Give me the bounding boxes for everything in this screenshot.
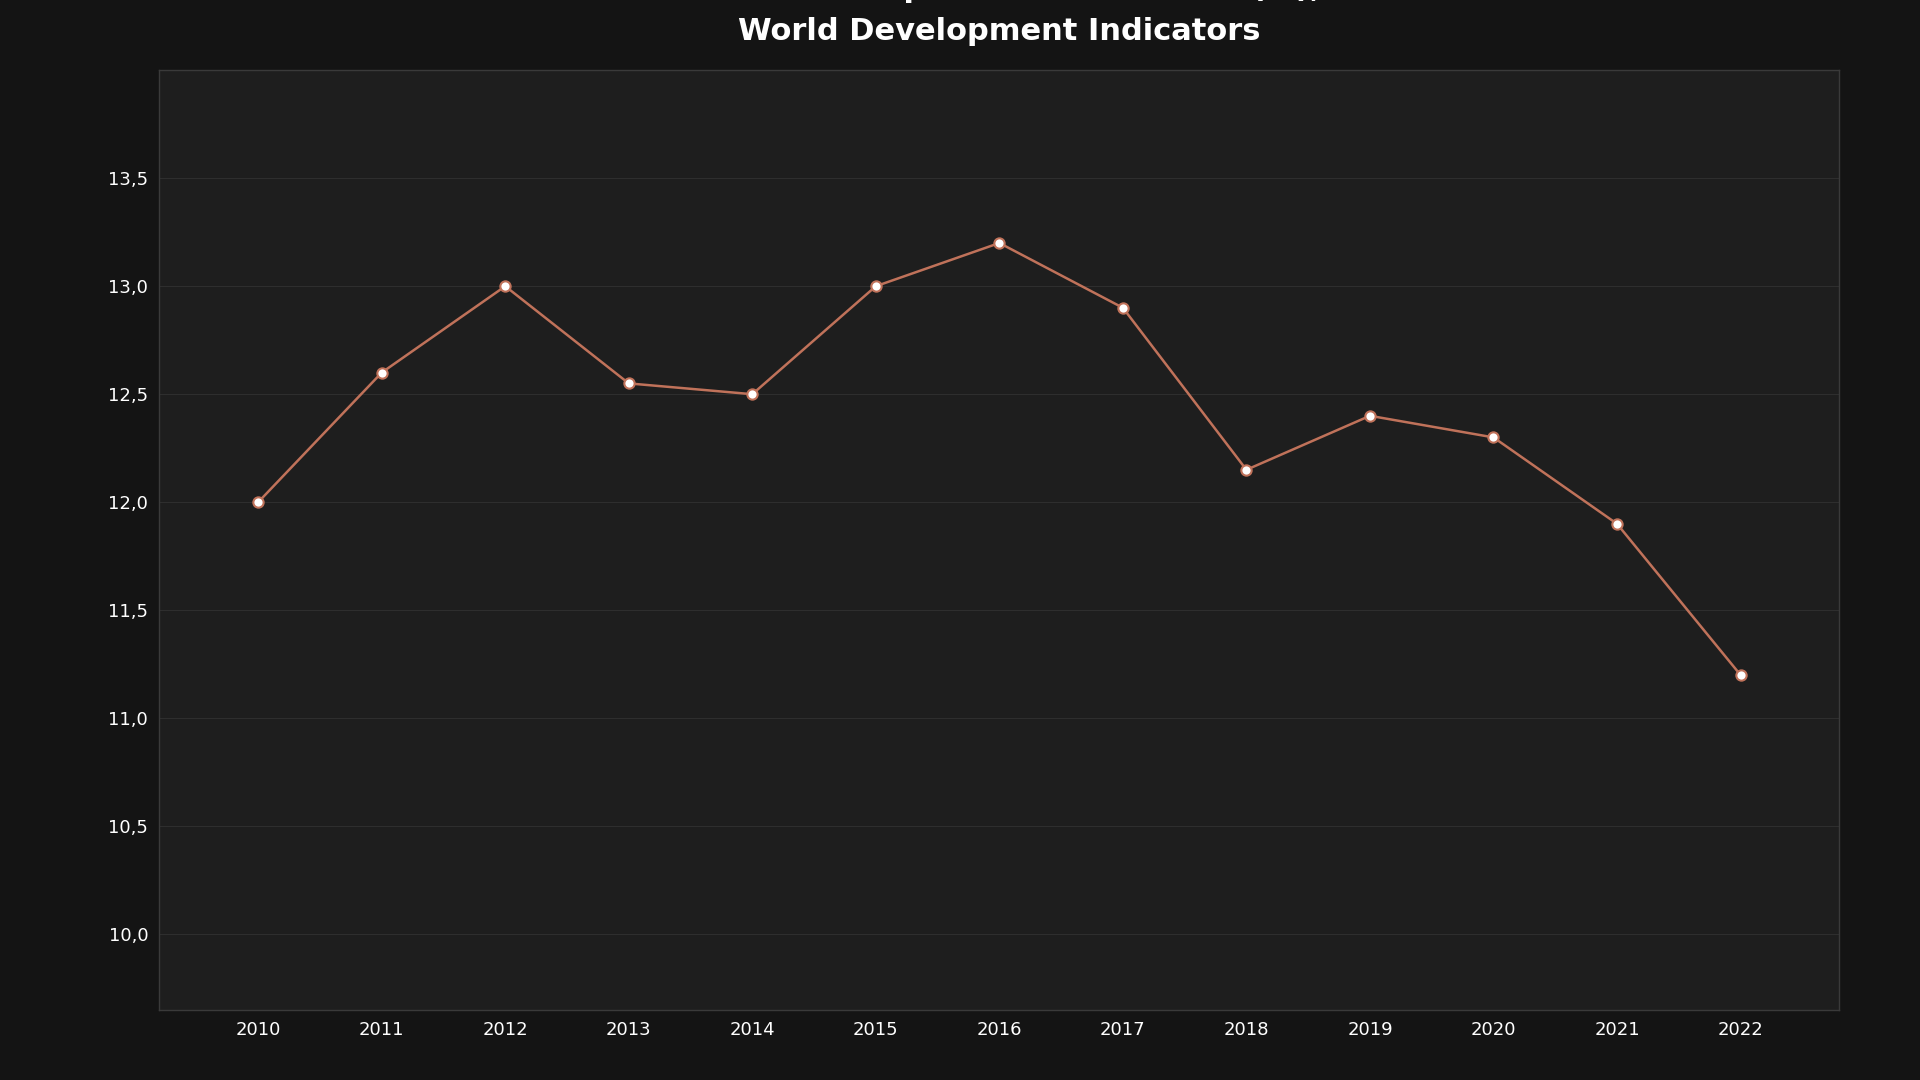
Point [1726,666,1757,684]
Point [737,386,768,403]
Title: UAE: Bank capital to assets ratio (%),
World Development Indicators: UAE: Bank capital to assets ratio (%), W… [678,0,1321,45]
Point [860,278,891,295]
Point [1108,299,1139,316]
Point [985,234,1016,252]
Point [1356,407,1386,424]
Point [1601,515,1632,532]
Point [612,375,643,392]
Point [242,494,273,511]
Point [1231,461,1261,478]
Point [1478,429,1509,446]
Point [490,278,520,295]
Point [367,364,397,381]
